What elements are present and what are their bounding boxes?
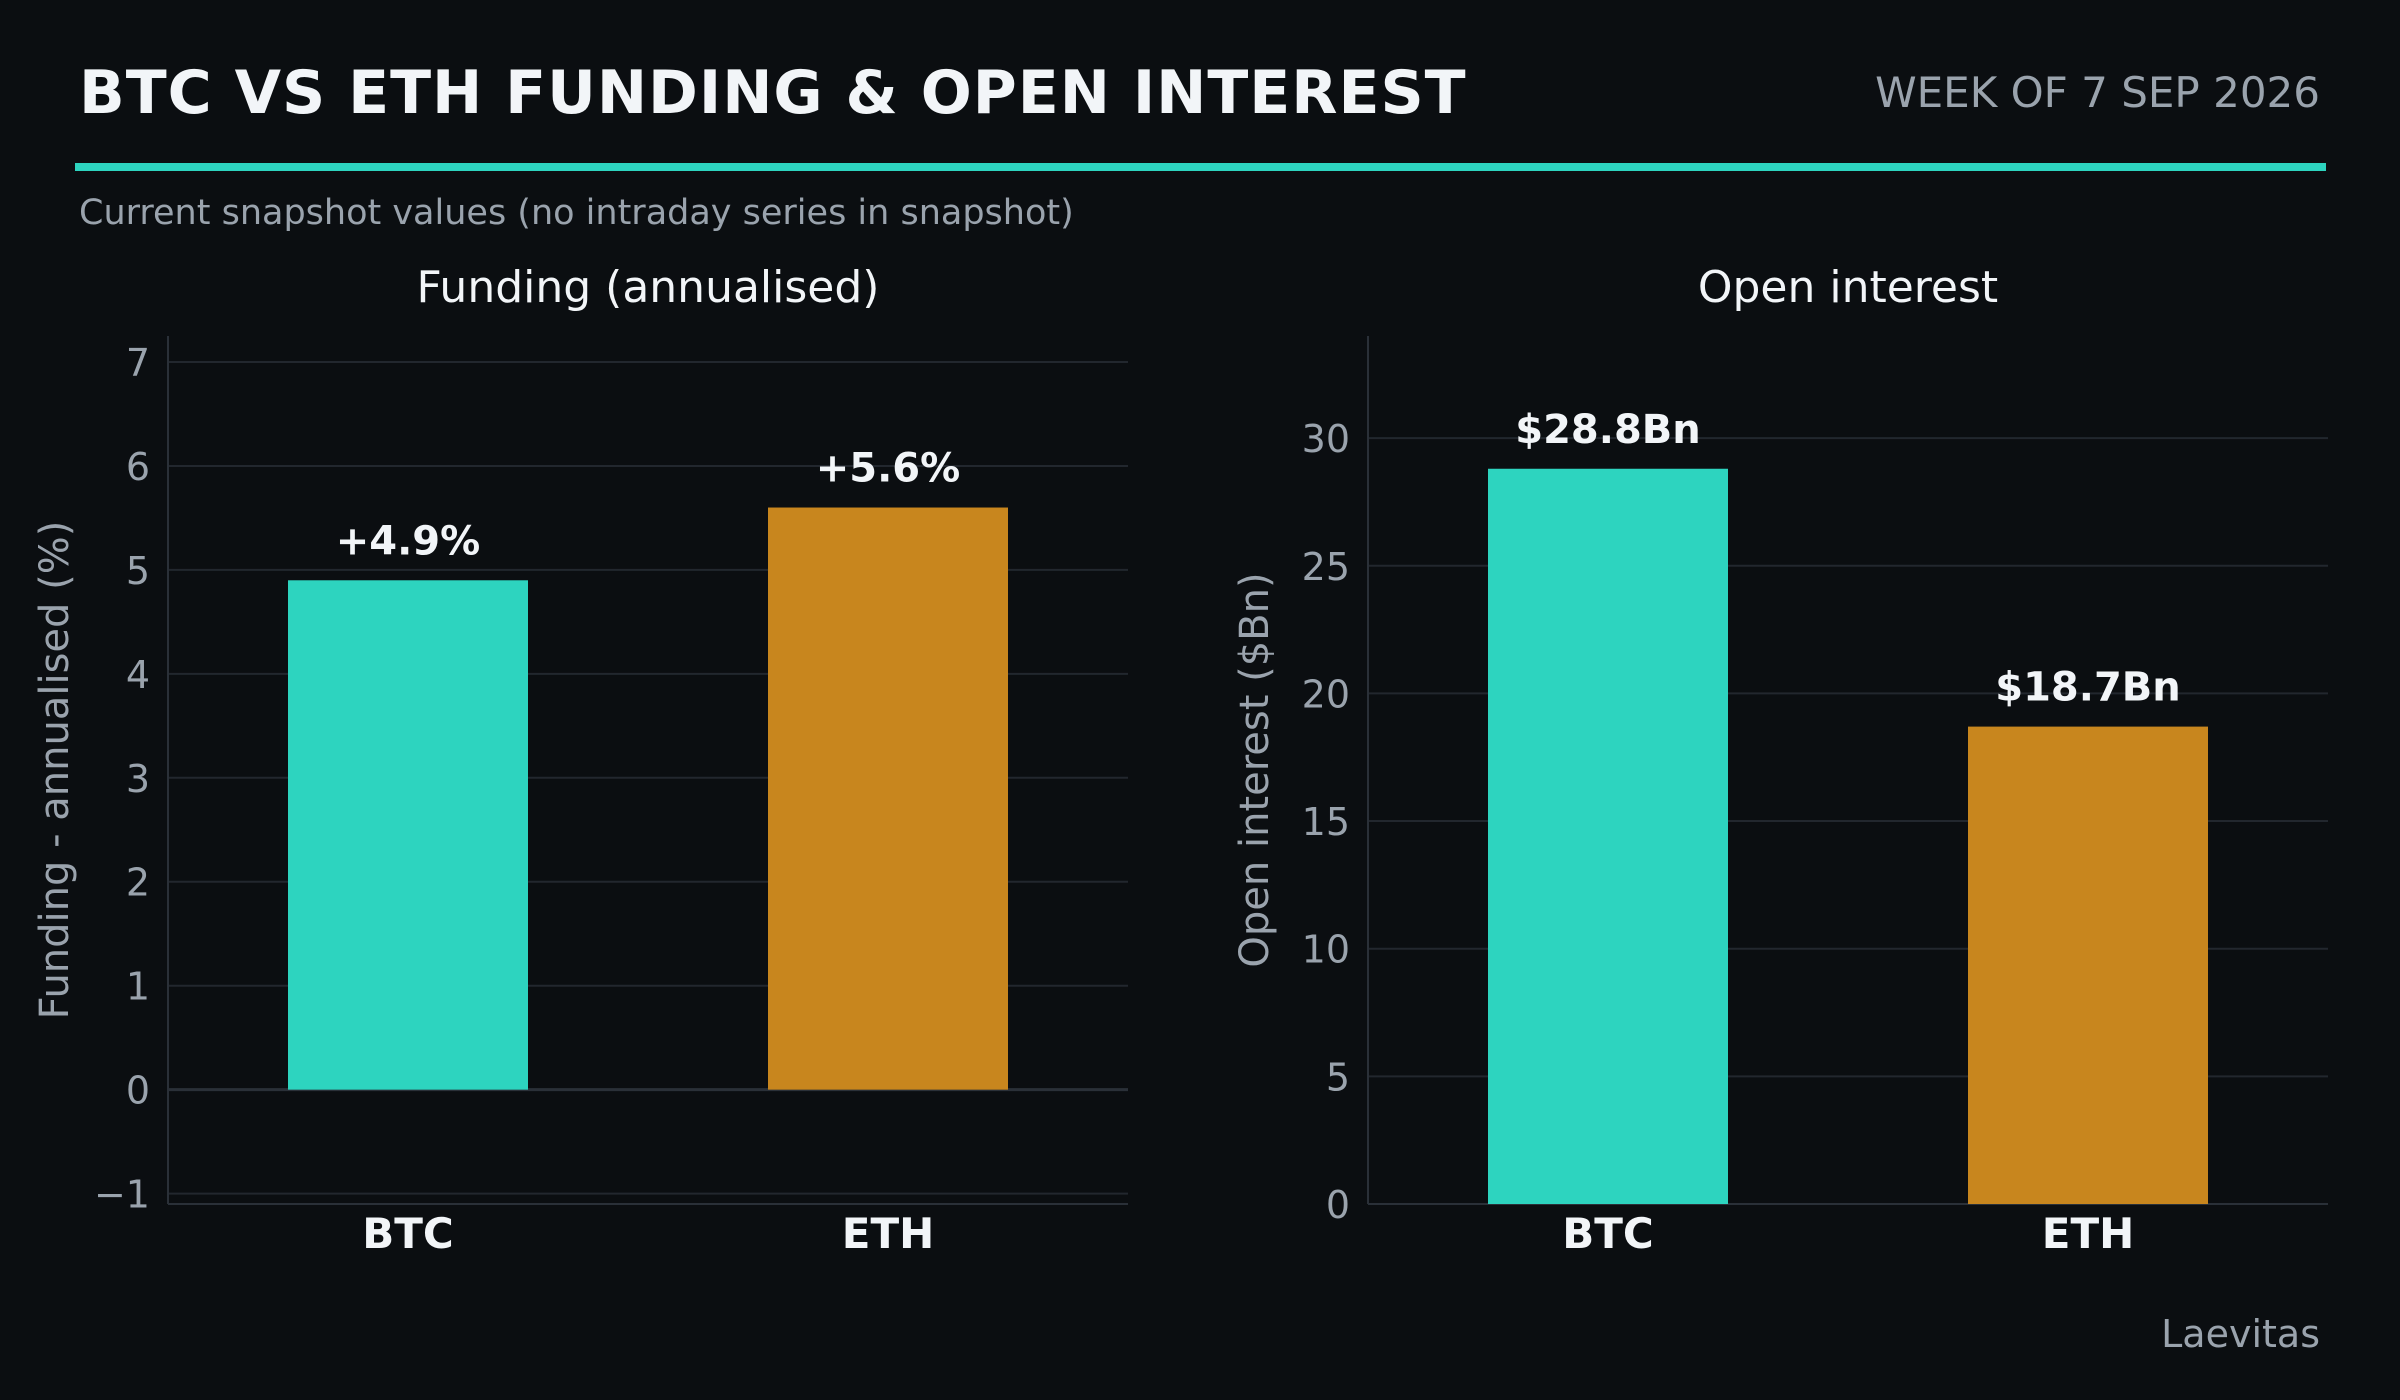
page-title: BTC VS ETH FUNDING & OPEN INTEREST <box>79 58 1467 128</box>
open-interest-y-axis-label: Open interest ($Bn) <box>1232 572 1278 967</box>
funding-value-label-btc: +4.9% <box>336 518 480 564</box>
open-interest-bar-btc <box>1488 468 1728 1204</box>
funding-ytick-label: 5 <box>126 549 150 593</box>
funding-ytick-label: 0 <box>126 1069 150 1113</box>
funding-category-label-btc: BTC <box>362 1209 454 1258</box>
funding-ytick-label: 3 <box>126 757 150 801</box>
funding-ytick-label: 1 <box>126 965 150 1009</box>
funding-y-axis-label: Funding - annualised (%) <box>32 521 78 1020</box>
page-subtitle: Current snapshot values (no intraday ser… <box>79 193 1074 233</box>
open-interest-value-label-eth: $18.7Bn <box>1995 665 2181 711</box>
accent-divider <box>75 163 2326 171</box>
funding-ytick-label: 7 <box>126 341 150 385</box>
open-interest-ytick-label: 20 <box>1302 672 1350 716</box>
open-interest-ytick-label: 15 <box>1302 800 1350 844</box>
funding-category-label-eth: ETH <box>842 1209 935 1258</box>
funding-bar-btc <box>288 580 528 1090</box>
open-interest-category-label-eth: ETH <box>2042 1209 2135 1258</box>
source-label: Laevitas <box>2161 1312 2320 1356</box>
open-interest-bar-eth <box>1968 726 2208 1204</box>
open-interest-ytick-label: 10 <box>1302 928 1350 972</box>
funding-ytick-label: 6 <box>126 445 150 489</box>
funding-ytick-label: 2 <box>126 861 150 905</box>
open-interest-ytick-label: 25 <box>1302 545 1350 589</box>
open-interest-category-label-btc: BTC <box>1562 1209 1654 1258</box>
open-interest-value-label-btc: $28.8Bn <box>1515 407 1701 453</box>
funding-ytick-label: 4 <box>126 653 150 697</box>
funding-chart-title: Funding (annualised) <box>417 262 880 313</box>
open-interest-ytick-label: 0 <box>1326 1183 1350 1227</box>
funding-value-label-eth: +5.6% <box>816 446 960 492</box>
open-interest-ytick-label: 5 <box>1326 1055 1350 1099</box>
open-interest-ytick-label: 30 <box>1302 417 1350 461</box>
open-interest-chart-title: Open interest <box>1698 262 1998 313</box>
funding-bar-eth <box>768 507 1008 1090</box>
funding-ytick-label: −1 <box>94 1173 150 1217</box>
date-label: WEEK OF 7 SEP 2026 <box>1875 68 2320 117</box>
